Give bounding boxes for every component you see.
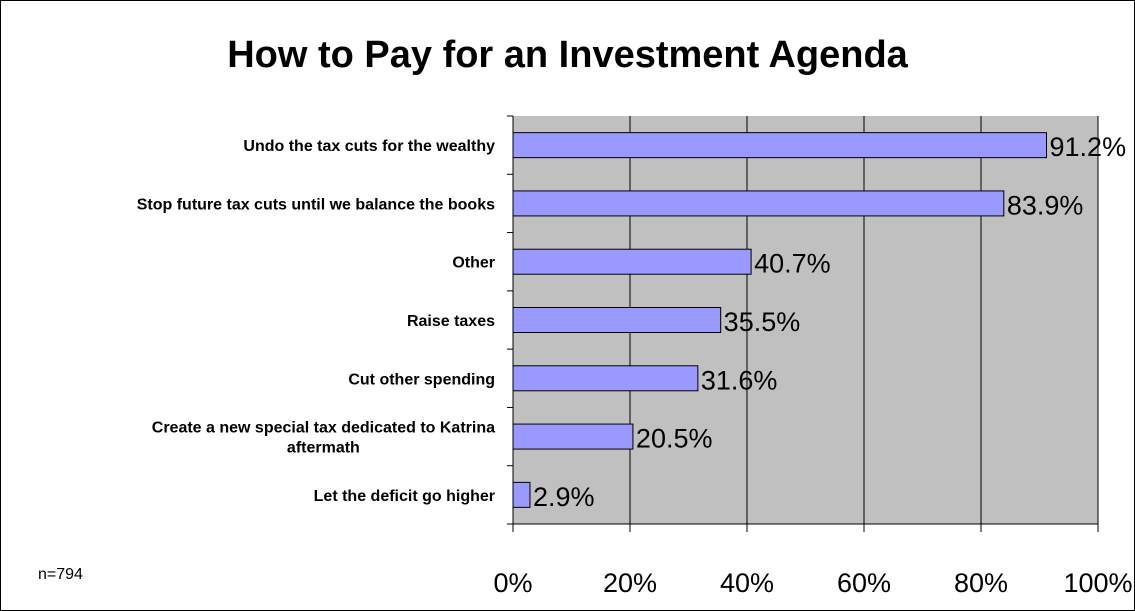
labels: 0% 20% 40% 60% 80% 100% 91.2% Undo the tax cuts…	[137, 132, 1133, 598]
category-label: Raise taxes	[407, 313, 495, 330]
data-label: 20.5%	[636, 424, 713, 454]
category-label-line: Create a new special tax dedicated to Ka…	[152, 420, 495, 437]
x-tick-label: 80%	[954, 568, 1008, 598]
category-label-line: Stop future tax cuts until we balance th…	[137, 196, 495, 213]
category-label: Let the deficit go higher	[314, 488, 495, 505]
gridlines	[629, 116, 1099, 524]
category-label-line: Raise taxes	[407, 313, 495, 330]
data-label: 83.9%	[1007, 190, 1084, 220]
bars	[512, 132, 1048, 508]
category-label: Undo the tax cuts for the wealthy	[243, 138, 495, 155]
x-tick-label: 100%	[1063, 568, 1132, 598]
category-label: Stop future tax cuts until we balance th…	[137, 196, 495, 213]
bar	[512, 423, 634, 450]
category-label-line: Other	[452, 255, 495, 272]
bar	[512, 307, 722, 333]
category-label-line: aftermath	[287, 440, 360, 457]
data-label: 31.6%	[701, 365, 778, 395]
category-label: Cut other spending	[348, 371, 495, 388]
x-tick-label: 60%	[837, 568, 891, 598]
chart-title: How to Pay for an Investment Agenda	[227, 34, 908, 76]
sample-size-note: n=794	[38, 566, 83, 583]
data-label: 91.2%	[1050, 132, 1127, 162]
category-label-line: Let the deficit go higher	[314, 488, 495, 505]
category-label-line: Cut other spending	[348, 371, 495, 388]
category-label: Create a new special tax dedicated to Ka…	[152, 420, 495, 457]
x-tick-label: 0%	[493, 568, 532, 598]
bar	[512, 365, 699, 392]
category-label: Other	[452, 255, 495, 272]
bar	[512, 481, 531, 508]
category-label-line: Undo the tax cuts for the wealthy	[243, 138, 495, 155]
x-tick-label: 40%	[720, 568, 774, 598]
bar	[512, 132, 1048, 159]
x-tick-label: 20%	[603, 568, 657, 598]
data-label: 35.5%	[724, 307, 801, 337]
bar	[512, 190, 1005, 217]
bar	[512, 248, 752, 275]
data-label: 40.7%	[754, 249, 831, 279]
data-label: 2.9%	[533, 482, 595, 512]
